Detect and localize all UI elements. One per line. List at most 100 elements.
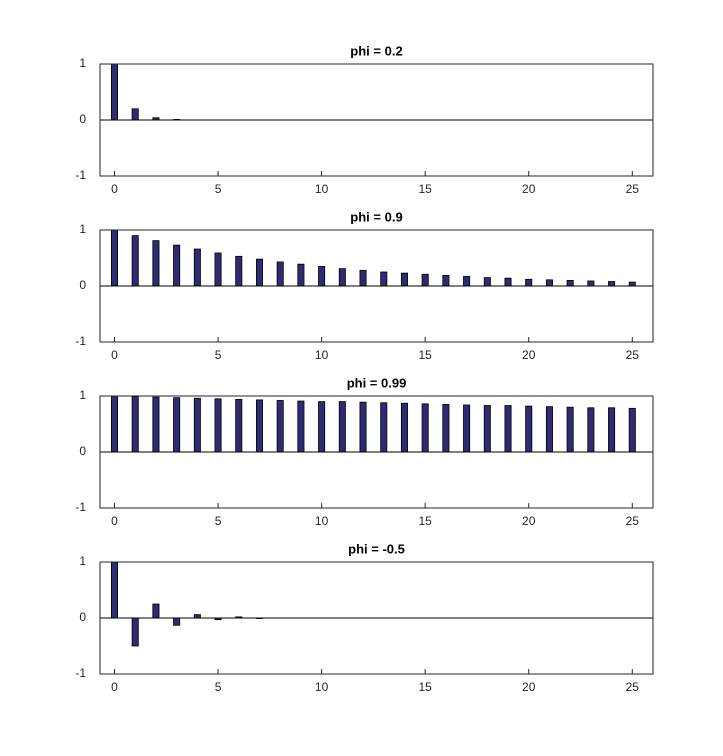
chart-title: phi = 0.2	[350, 43, 402, 58]
y-tick-label: -1	[75, 334, 86, 348]
bar	[359, 269, 367, 287]
x-tick-label: 15	[418, 680, 432, 694]
bar	[483, 277, 491, 287]
bar	[297, 400, 305, 453]
x-tick-label: 0	[111, 182, 118, 196]
x-tick-label: 20	[522, 680, 536, 694]
bar	[131, 108, 139, 121]
bar	[214, 398, 222, 453]
x-tick-label: 10	[315, 182, 329, 196]
bar	[504, 277, 512, 287]
y-tick-label: 0	[79, 610, 86, 624]
y-tick-label: -1	[75, 500, 86, 514]
y-tick-label: 0	[79, 112, 86, 126]
bar	[297, 263, 305, 287]
y-tick-label: 1	[79, 388, 86, 402]
axes-box	[99, 395, 654, 509]
bar	[442, 274, 450, 287]
x-tick-label: 20	[522, 514, 536, 528]
bar	[525, 405, 533, 453]
x-tick-label: 10	[315, 348, 329, 362]
bar	[276, 261, 284, 287]
bar	[504, 405, 512, 453]
bar	[587, 407, 595, 453]
bar	[235, 255, 243, 287]
bar	[173, 617, 181, 626]
y-tick-label: -1	[75, 168, 86, 182]
y-tick-label: 0	[79, 444, 86, 458]
bar	[628, 281, 636, 287]
bar	[110, 63, 119, 121]
x-tick-label: 5	[215, 348, 222, 362]
axes-box	[99, 229, 654, 343]
bar	[193, 248, 201, 287]
bar	[193, 614, 201, 619]
bar	[545, 406, 553, 453]
bar	[463, 276, 471, 287]
bar	[318, 401, 326, 453]
chart-title: phi = -0.5	[348, 541, 405, 556]
bar	[608, 407, 616, 453]
x-tick-label: 15	[418, 514, 432, 528]
bar	[587, 280, 595, 287]
bar	[421, 273, 429, 287]
bar	[359, 401, 367, 453]
x-tick-label: 20	[522, 348, 536, 362]
bar	[400, 402, 408, 453]
bar	[152, 240, 160, 287]
x-tick-label: 15	[418, 348, 432, 362]
x-tick-label: 5	[215, 182, 222, 196]
x-tick-label: 25	[626, 348, 640, 362]
bar	[173, 397, 181, 453]
chart-title: phi = 0.99	[347, 375, 407, 390]
chart-title: phi = 0.9	[350, 209, 402, 224]
y-tick-label: 1	[79, 222, 86, 236]
x-tick-label: 25	[626, 514, 640, 528]
y-tick-label: 1	[79, 554, 86, 568]
bar	[152, 396, 160, 453]
x-tick-label: 10	[315, 514, 329, 528]
y-tick-label: -1	[75, 666, 86, 680]
bar	[380, 271, 388, 287]
bar	[525, 278, 533, 287]
bar	[255, 258, 263, 287]
bar	[628, 407, 636, 453]
x-tick-label: 5	[215, 680, 222, 694]
x-tick-label: 0	[111, 680, 118, 694]
x-tick-label: 25	[626, 680, 640, 694]
y-tick-label: 0	[79, 278, 86, 292]
x-tick-label: 15	[418, 182, 432, 196]
bar	[255, 399, 263, 453]
bar	[131, 396, 139, 453]
bar	[566, 406, 574, 453]
bar	[110, 561, 119, 619]
bar	[608, 281, 616, 287]
bar	[380, 402, 388, 453]
axes-box	[99, 561, 654, 675]
bar	[235, 398, 243, 453]
y-tick-label: 1	[79, 56, 86, 70]
bar	[566, 279, 574, 287]
x-tick-label: 25	[626, 182, 640, 196]
bar	[173, 244, 181, 287]
x-tick-label: 0	[111, 348, 118, 362]
x-tick-label: 10	[315, 680, 329, 694]
bar	[338, 268, 346, 287]
bar	[338, 401, 346, 453]
bar	[152, 603, 160, 619]
bar	[214, 252, 222, 287]
bar	[421, 403, 429, 453]
bar	[318, 265, 326, 287]
bar	[131, 617, 139, 647]
x-tick-label: 0	[111, 514, 118, 528]
bar	[276, 400, 284, 453]
bar	[400, 272, 408, 287]
x-tick-label: 20	[522, 182, 536, 196]
bar	[110, 395, 119, 453]
x-tick-label: 5	[215, 514, 222, 528]
bar	[463, 404, 471, 453]
bar	[110, 229, 119, 287]
bar	[545, 279, 553, 287]
bar	[131, 235, 139, 287]
